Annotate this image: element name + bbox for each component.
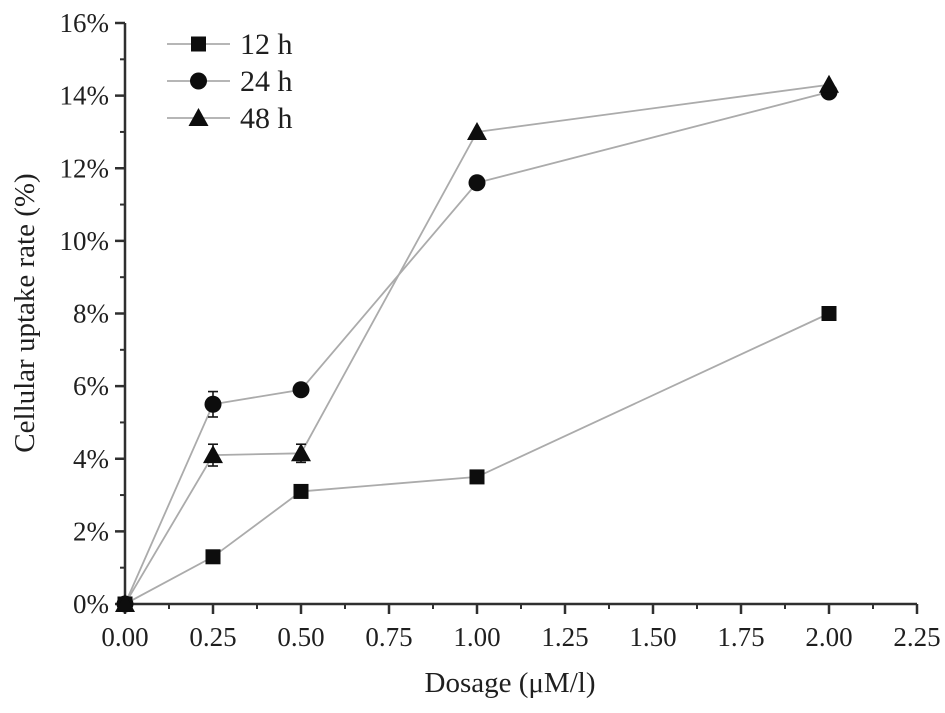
y-axis-title: Cellular uptake rate (%) bbox=[9, 173, 41, 452]
x-tick-label: 2.25 bbox=[893, 622, 940, 652]
x-axis-title: Dosage (μM/l) bbox=[425, 667, 596, 699]
marker-circle bbox=[204, 395, 222, 413]
marker-square bbox=[821, 306, 837, 321]
x-tick-label: 1.25 bbox=[541, 622, 588, 652]
marker-square bbox=[205, 549, 221, 565]
y-tick-label: 8% bbox=[73, 299, 109, 329]
y-tick-label: 12% bbox=[60, 153, 110, 183]
x-tick-label: 1.50 bbox=[629, 622, 676, 652]
x-tick-label: 2.00 bbox=[805, 622, 852, 652]
y-tick-label: 2% bbox=[73, 516, 109, 546]
marker-square bbox=[293, 483, 309, 499]
marker-triangle bbox=[203, 445, 223, 464]
marker-circle bbox=[468, 174, 486, 192]
marker-triangle bbox=[188, 108, 209, 126]
legend-item-24h: 24 h bbox=[167, 65, 293, 98]
x-tick-label: 1.75 bbox=[717, 622, 764, 652]
legend-label: 12 h bbox=[240, 28, 293, 61]
legend-item-48h: 48 h bbox=[167, 102, 293, 135]
y-tick-label: 14% bbox=[60, 81, 110, 111]
legend-label: 24 h bbox=[240, 65, 293, 98]
marker-square bbox=[469, 469, 485, 485]
y-tick-label: 0% bbox=[73, 589, 109, 619]
marker-square bbox=[191, 36, 206, 52]
y-tick-label: 10% bbox=[60, 226, 110, 256]
marker-triangle bbox=[291, 443, 311, 462]
x-tick-label: 0.25 bbox=[189, 622, 236, 652]
x-tick-label: 0.75 bbox=[365, 622, 412, 652]
y-tick-label: 6% bbox=[73, 371, 109, 401]
x-tick-label: 0.00 bbox=[101, 622, 148, 652]
marker-triangle bbox=[115, 594, 135, 612]
legend-item-12h: 12 h bbox=[167, 28, 293, 61]
legend: 12 h 24 h 48 h bbox=[167, 28, 293, 135]
series-line-12h bbox=[124, 312, 830, 605]
series-line-48h bbox=[124, 83, 830, 605]
legend-label: 48 h bbox=[240, 102, 293, 135]
chart-plot-area: 0.00 0.25 0.50 0.75 1.00 1.25 1.50 1.75 2.00 2.25… bbox=[60, 8, 941, 652]
y-tick-label: 16% bbox=[60, 8, 110, 38]
marker-circle bbox=[292, 381, 310, 399]
marker-triangle bbox=[467, 121, 487, 140]
y-tick-label: 4% bbox=[73, 444, 109, 474]
marker-triangle bbox=[819, 74, 839, 93]
x-tick-label: 0.50 bbox=[277, 622, 324, 652]
x-tick-label: 1.00 bbox=[453, 622, 500, 652]
series-line-24h bbox=[124, 91, 830, 605]
marker-circle bbox=[190, 72, 207, 90]
